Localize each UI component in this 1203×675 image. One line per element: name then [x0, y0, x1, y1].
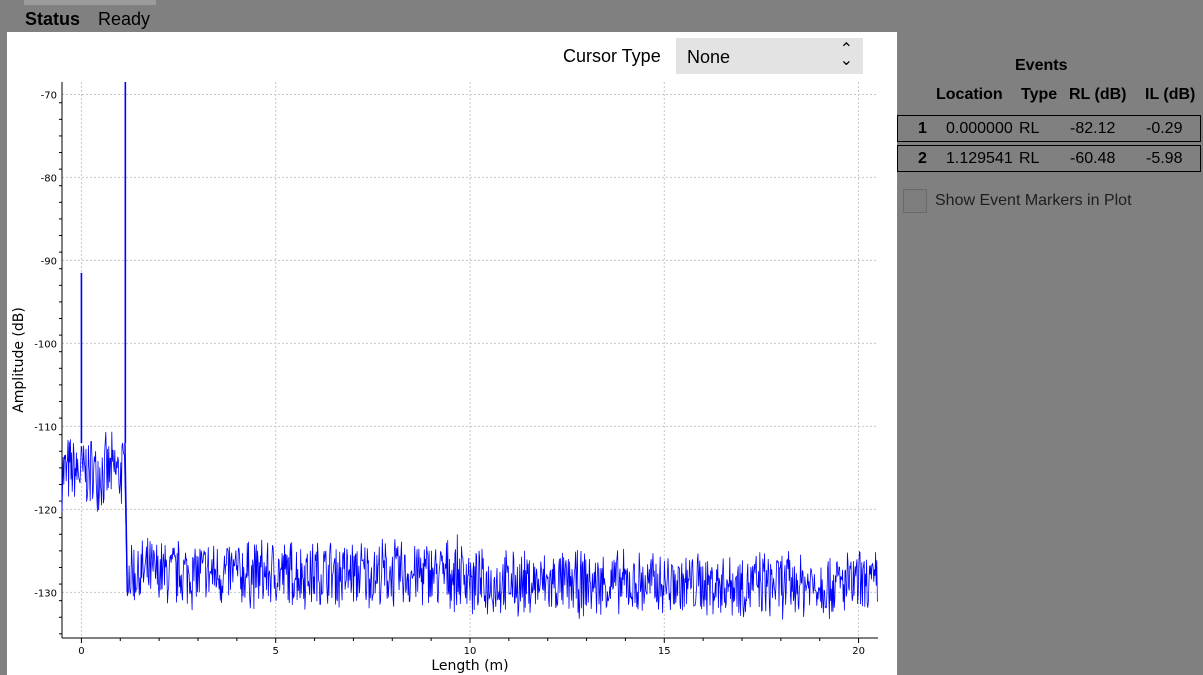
- up-down-chevron-icon: ⌃ ⌄: [839, 41, 853, 69]
- status-label: Status: [25, 9, 81, 29]
- event-rl: -60.48: [1070, 150, 1116, 167]
- col-header-rl: RL (dB): [1069, 86, 1127, 103]
- status-value: Ready: [98, 9, 151, 29]
- cursor-type-label: Cursor Type: [563, 46, 661, 66]
- event-type: RL: [1019, 150, 1040, 167]
- event-index: 1: [918, 120, 927, 137]
- trace-step: [124, 442, 129, 593]
- amplitude-plot[interactable]: 0 5 10 15 20 -70 -80 -90 -100 -110 -120 -130 Length …: [7, 32, 897, 675]
- event-type: RL: [1019, 120, 1040, 137]
- col-header-il: IL (dB): [1145, 86, 1196, 103]
- event-row[interactable]: 2 1.129541 RL -60.48 -5.98: [897, 145, 1201, 172]
- status-bar: Status Ready: [0, 0, 1203, 30]
- x-axis-label: Length (m): [431, 658, 508, 674]
- cursor-type-select[interactable]: None ⌃ ⌄: [676, 38, 863, 74]
- x-tick-label: 20: [852, 646, 865, 657]
- y-tick-label: -120: [34, 505, 57, 516]
- event-index: 2: [918, 150, 927, 167]
- events-title: Events: [1015, 57, 1068, 74]
- event-location: 0.000000: [946, 120, 1013, 137]
- x-tick-label: 10: [464, 646, 477, 657]
- x-tick-label: 0: [78, 646, 84, 657]
- y-tick-label: -90: [41, 256, 57, 267]
- event-il: -0.29: [1146, 120, 1183, 137]
- y-tick-label: -130: [34, 588, 57, 599]
- x-tick-label: 5: [273, 646, 279, 657]
- show-event-markers-label: Show Event Markers in Plot: [935, 192, 1132, 209]
- y-tick-label: -100: [34, 339, 57, 350]
- event-location: 1.129541: [946, 150, 1013, 167]
- plot-panel: 0 5 10 15 20 -70 -80 -90 -100 -110 -120 -130 Length …: [7, 32, 897, 675]
- col-header-location: Location: [936, 86, 1003, 103]
- event-il: -5.98: [1146, 150, 1183, 167]
- amplitude-trace: [61, 431, 878, 620]
- col-header-type: Type: [1021, 86, 1058, 103]
- y-tick-label: -110: [34, 422, 57, 433]
- tab-strip: [24, 0, 156, 5]
- event-row[interactable]: 1 0.000000 RL -82.12 -0.29: [897, 115, 1201, 142]
- x-tick-label: 15: [658, 646, 671, 657]
- cursor-type-value: None: [687, 47, 731, 67]
- y-tick-label: -70: [41, 90, 57, 101]
- y-axis-label: Amplitude (dB): [11, 307, 27, 413]
- show-event-markers-checkbox[interactable]: [903, 189, 927, 213]
- event-rl: -82.12: [1070, 120, 1116, 137]
- y-tick-label: -80: [41, 173, 57, 184]
